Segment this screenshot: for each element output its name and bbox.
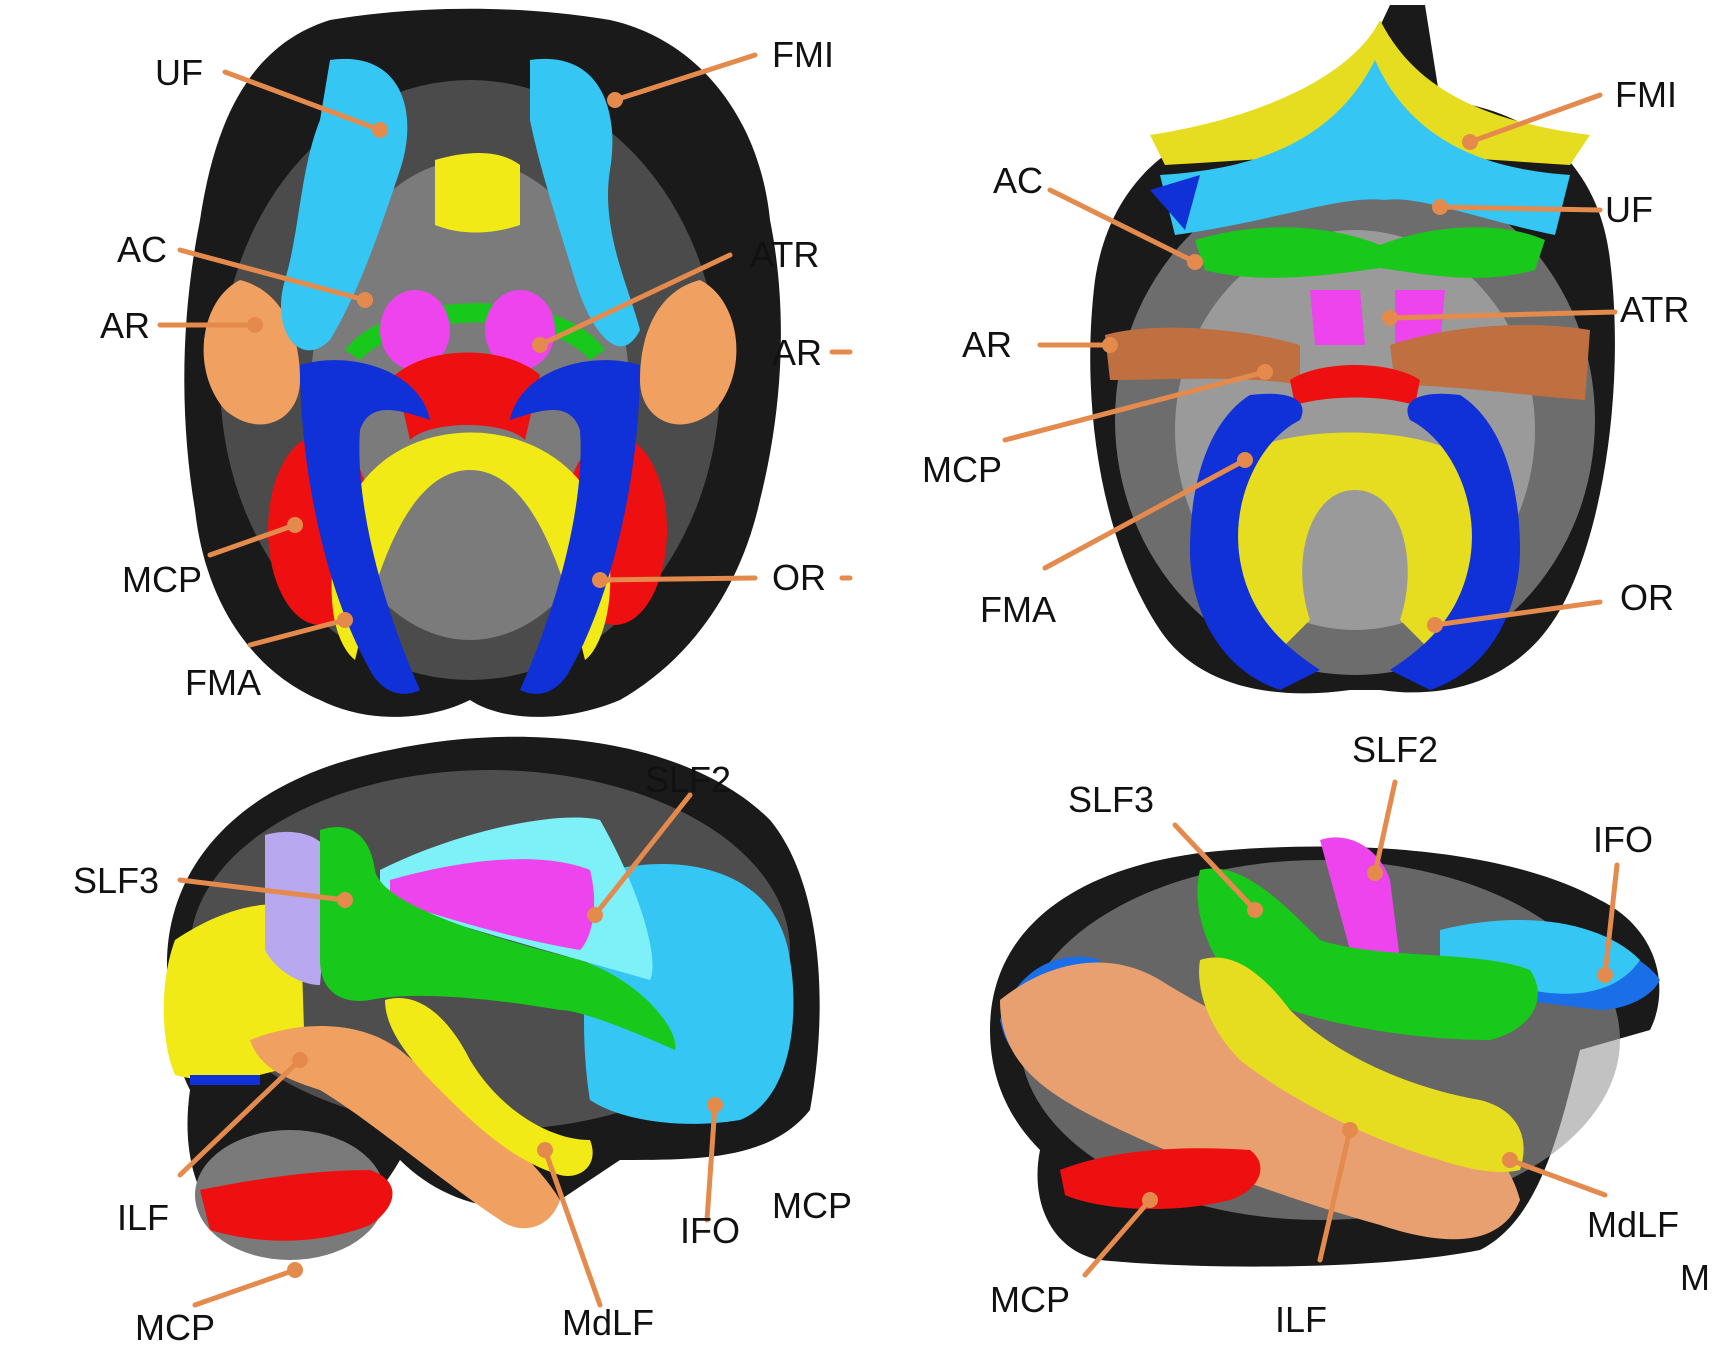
label-ilf: ILF	[1275, 1299, 1327, 1340]
tract-lightblue-right	[530, 58, 640, 347]
tract-blue-or-left	[1190, 393, 1320, 690]
label-ar-right: AR	[772, 332, 822, 373]
label-ifo: IFO	[680, 1210, 740, 1251]
tract-green-slf3	[320, 826, 676, 1050]
tract-tan-left	[203, 280, 300, 425]
tract-blue-uf-edge	[1150, 175, 1200, 230]
label-slf2: SLF2	[645, 759, 731, 800]
label-mcp: MCP	[122, 559, 202, 600]
tract-tan-ilf	[1000, 962, 1520, 1240]
tract-magenta-atr	[1310, 290, 1445, 345]
label-mcp: MCP	[922, 449, 1002, 490]
label-ifo: IFO	[1593, 819, 1653, 860]
label-ac: AC	[993, 160, 1043, 201]
label-fmi: FMI	[1615, 74, 1677, 115]
label-mcp: MCP	[135, 1307, 215, 1348]
tract-magenta-left	[380, 290, 450, 370]
tract-green-ac	[1195, 227, 1545, 278]
panel-top-left: UF FMI AC ATR AR AR MCP OR FMA	[100, 8, 853, 717]
tract-lightblue-uf	[1160, 60, 1570, 235]
tract-blue-or-right	[510, 360, 640, 694]
leaders-bottom-left	[177, 792, 723, 1308]
label-atr: ATR	[1620, 289, 1689, 330]
tract-lightblue-slf3-tip	[265, 831, 330, 985]
tract-blue-or-left	[300, 360, 430, 694]
tract-blue-edge	[190, 1075, 260, 1085]
leaders-bottom-right	[1082, 779, 1620, 1278]
label-uf: UF	[1605, 189, 1653, 230]
label-mdlf: MdLF	[1587, 1204, 1679, 1245]
label-slf3: SLF3	[73, 860, 159, 901]
tract-red-mcp	[200, 1170, 393, 1241]
leaders-top-right	[1002, 92, 1618, 633]
tract-yellow-fmi	[435, 153, 520, 233]
label-ac: AC	[117, 229, 167, 270]
label-m: M	[1680, 1257, 1710, 1298]
label-ar: AR	[100, 305, 150, 346]
label-uf: UF	[155, 52, 203, 93]
label-slf2: SLF2	[1352, 729, 1438, 770]
tract-magenta-slf2	[390, 859, 595, 950]
panel-top-right: FMI AC UF ATR AR MCP FMA OR	[922, 5, 1689, 694]
label-fma: FMA	[185, 662, 261, 703]
leaders-top-left	[157, 52, 853, 648]
tract-yellow-fma	[331, 432, 611, 660]
label-mdlf: MdLF	[562, 1302, 654, 1343]
tract-tan-ar	[1105, 325, 1590, 400]
tract-tan-right	[640, 280, 737, 425]
panel-bottom-left: SLF2 SLF3 ILF IFO MCP MCP MdLF	[73, 736, 852, 1348]
tract-yellow-mdlf	[385, 998, 593, 1176]
label-ar: AR	[962, 324, 1012, 365]
tract-red-mcp	[1290, 365, 1420, 405]
label-or: OR	[1620, 577, 1674, 618]
tract-green-slf3	[1197, 868, 1538, 1040]
label-fma: FMA	[980, 589, 1056, 630]
tract-red-mcp	[1060, 1148, 1261, 1210]
tract-yellow-fma	[1210, 432, 1495, 660]
panel-bottom-right: SLF2 SLF3 IFO MdLF M MCP ILF	[990, 729, 1710, 1340]
label-mcp: MCP	[990, 1279, 1070, 1320]
tract-tan-ilf	[250, 1026, 560, 1229]
label-ilf: ILF	[117, 1197, 169, 1238]
label-or: OR	[772, 557, 826, 598]
tract-red-center	[395, 352, 540, 440]
label-slf3: SLF3	[1068, 779, 1154, 820]
tract-yellow-mdlf	[1199, 957, 1524, 1172]
label-atr: ATR	[750, 234, 819, 275]
label-mcp-right: MCP	[772, 1185, 852, 1226]
label-fmi: FMI	[772, 34, 834, 75]
